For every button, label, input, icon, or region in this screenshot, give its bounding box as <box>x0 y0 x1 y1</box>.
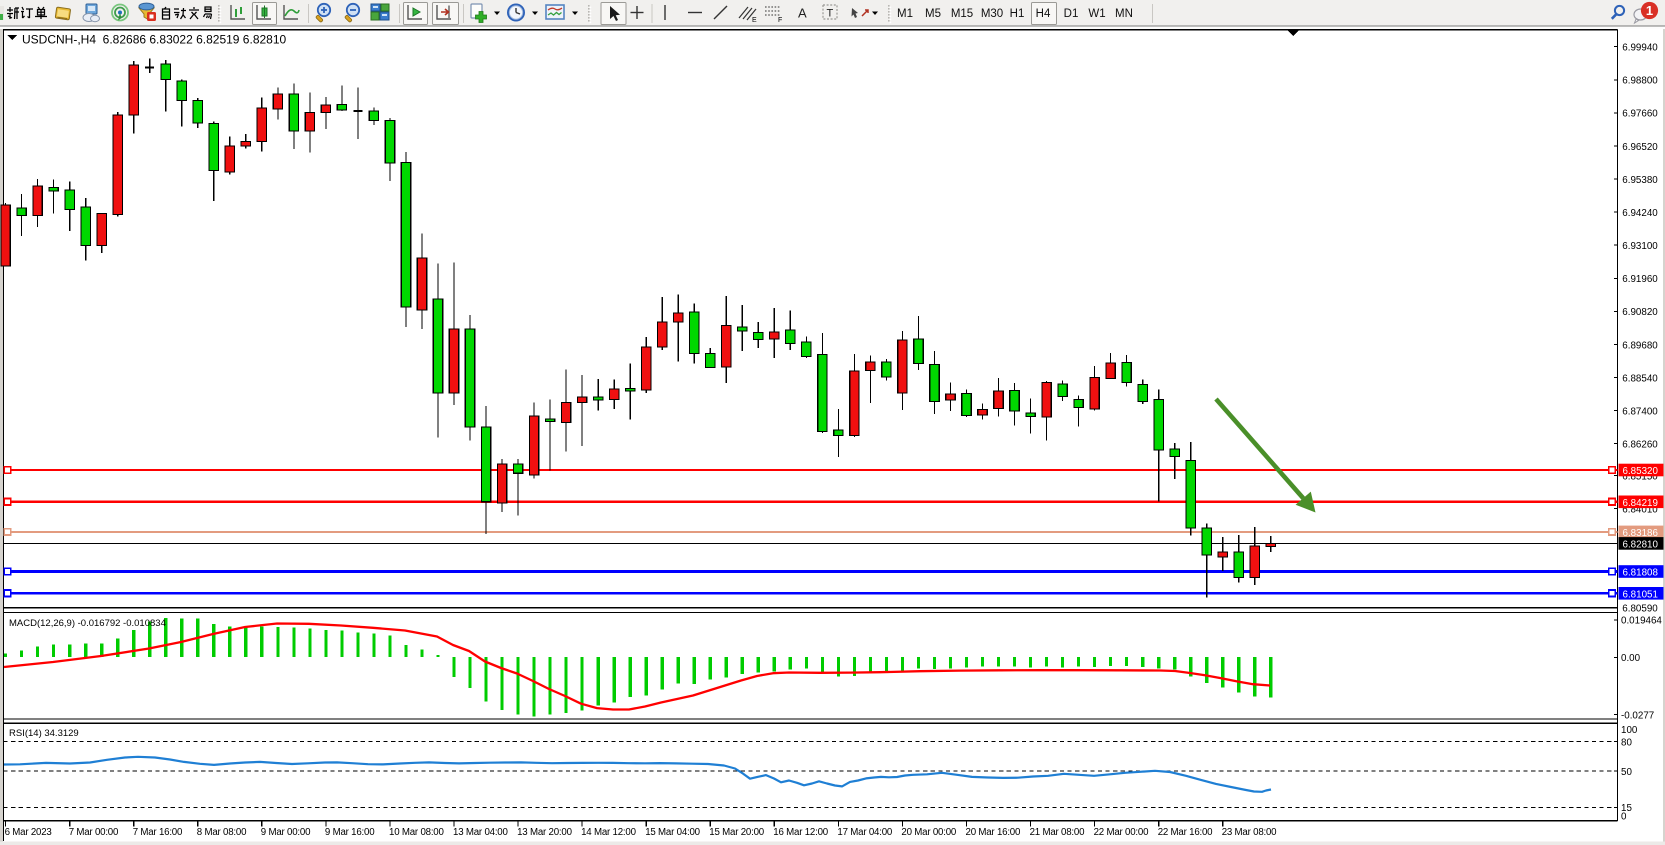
svg-text:23 Mar 08:00: 23 Mar 08:00 <box>1222 827 1277 838</box>
svg-text:6.84219: 6.84219 <box>1623 498 1658 509</box>
svg-text:15: 15 <box>1621 803 1632 814</box>
svg-text:M1: M1 <box>897 8 913 20</box>
svg-text:F: F <box>778 17 782 24</box>
svg-text:6.94240: 6.94240 <box>1622 208 1658 219</box>
svg-text:6.85150: 6.85150 <box>1622 471 1658 482</box>
svg-text:7 Mar 00:00: 7 Mar 00:00 <box>69 827 119 838</box>
svg-text:-0.0277: -0.0277 <box>1621 710 1654 721</box>
svg-text:14 Mar 12:00: 14 Mar 12:00 <box>581 827 636 838</box>
svg-text:6.91960: 6.91960 <box>1622 274 1658 285</box>
svg-text:6.88540: 6.88540 <box>1622 373 1658 384</box>
svg-text:H1: H1 <box>1010 8 1025 20</box>
svg-text:6.80590: 6.80590 <box>1622 604 1658 615</box>
svg-text:6.85320: 6.85320 <box>1623 466 1659 477</box>
svg-text:80: 80 <box>1621 737 1632 748</box>
svg-text:15 Mar 20:00: 15 Mar 20:00 <box>709 827 764 838</box>
svg-text:22 Mar 00:00: 22 Mar 00:00 <box>1094 827 1149 838</box>
svg-text:MACD(12,26,9) -0.016792 -0.010: MACD(12,26,9) -0.016792 -0.010834 <box>9 618 166 629</box>
svg-text:6.98800: 6.98800 <box>1622 76 1658 87</box>
svg-text:22 Mar 16:00: 22 Mar 16:00 <box>1158 827 1213 838</box>
svg-text:M15: M15 <box>951 8 973 20</box>
svg-text:6.86260: 6.86260 <box>1622 440 1658 451</box>
svg-text:9 Mar 16:00: 9 Mar 16:00 <box>325 827 375 838</box>
svg-text:13 Mar 04:00: 13 Mar 04:00 <box>453 827 508 838</box>
svg-text:M30: M30 <box>981 8 1003 20</box>
svg-text:D1: D1 <box>1064 8 1079 20</box>
svg-text:0: 0 <box>1621 811 1627 822</box>
svg-text:15 Mar 04:00: 15 Mar 04:00 <box>645 827 700 838</box>
svg-text:6.93100: 6.93100 <box>1622 241 1658 252</box>
svg-text:MN: MN <box>1115 8 1133 20</box>
svg-text:13 Mar 20:00: 13 Mar 20:00 <box>517 827 572 838</box>
svg-text:T: T <box>827 8 834 20</box>
svg-text:6.82810: 6.82810 <box>1623 539 1659 550</box>
svg-text:6.96520: 6.96520 <box>1622 142 1658 153</box>
svg-text:21 Mar 08:00: 21 Mar 08:00 <box>1030 827 1085 838</box>
svg-text:6 Mar 2023: 6 Mar 2023 <box>5 827 52 838</box>
svg-text:6.81808: 6.81808 <box>1623 568 1659 579</box>
svg-text:M5: M5 <box>925 8 941 20</box>
svg-text:50: 50 <box>1621 767 1632 778</box>
svg-text:100: 100 <box>1621 725 1638 736</box>
svg-text:20 Mar 00:00: 20 Mar 00:00 <box>901 827 956 838</box>
svg-text:17 Mar 04:00: 17 Mar 04:00 <box>837 827 892 838</box>
svg-text:6.99940: 6.99940 <box>1622 43 1658 54</box>
svg-text:A: A <box>798 6 807 21</box>
svg-text:RSI(14) 34.3129: RSI(14) 34.3129 <box>9 728 79 739</box>
svg-text:6.90820: 6.90820 <box>1622 307 1658 318</box>
svg-text:E: E <box>752 17 757 24</box>
svg-text:6.81051: 6.81051 <box>1623 589 1658 600</box>
svg-text:H4: H4 <box>1036 8 1051 20</box>
svg-text:6.95380: 6.95380 <box>1622 175 1658 186</box>
svg-text:1: 1 <box>1646 3 1653 18</box>
svg-text:8 Mar 08:00: 8 Mar 08:00 <box>197 827 247 838</box>
svg-text:16 Mar 12:00: 16 Mar 12:00 <box>773 827 828 838</box>
svg-text:0.00: 0.00 <box>1621 653 1641 664</box>
svg-text:20 Mar 16:00: 20 Mar 16:00 <box>966 827 1021 838</box>
svg-text:USDCNH-,H4 6.82686 6.83022 6.: USDCNH-,H4 6.82686 6.83022 6.82519 6.828… <box>22 33 287 47</box>
svg-text:6.83186: 6.83186 <box>1623 528 1659 539</box>
svg-text:6.89680: 6.89680 <box>1622 340 1658 351</box>
svg-text:6.97660: 6.97660 <box>1622 109 1658 120</box>
svg-text:0.019464: 0.019464 <box>1621 616 1662 627</box>
svg-text:6.87400: 6.87400 <box>1622 406 1658 417</box>
svg-text:9 Mar 00:00: 9 Mar 00:00 <box>261 827 311 838</box>
svg-text:10 Mar 08:00: 10 Mar 08:00 <box>389 827 444 838</box>
svg-text:W1: W1 <box>1088 8 1105 20</box>
svg-text:6.84010: 6.84010 <box>1622 505 1658 516</box>
svg-text:7 Mar 16:00: 7 Mar 16:00 <box>133 827 183 838</box>
